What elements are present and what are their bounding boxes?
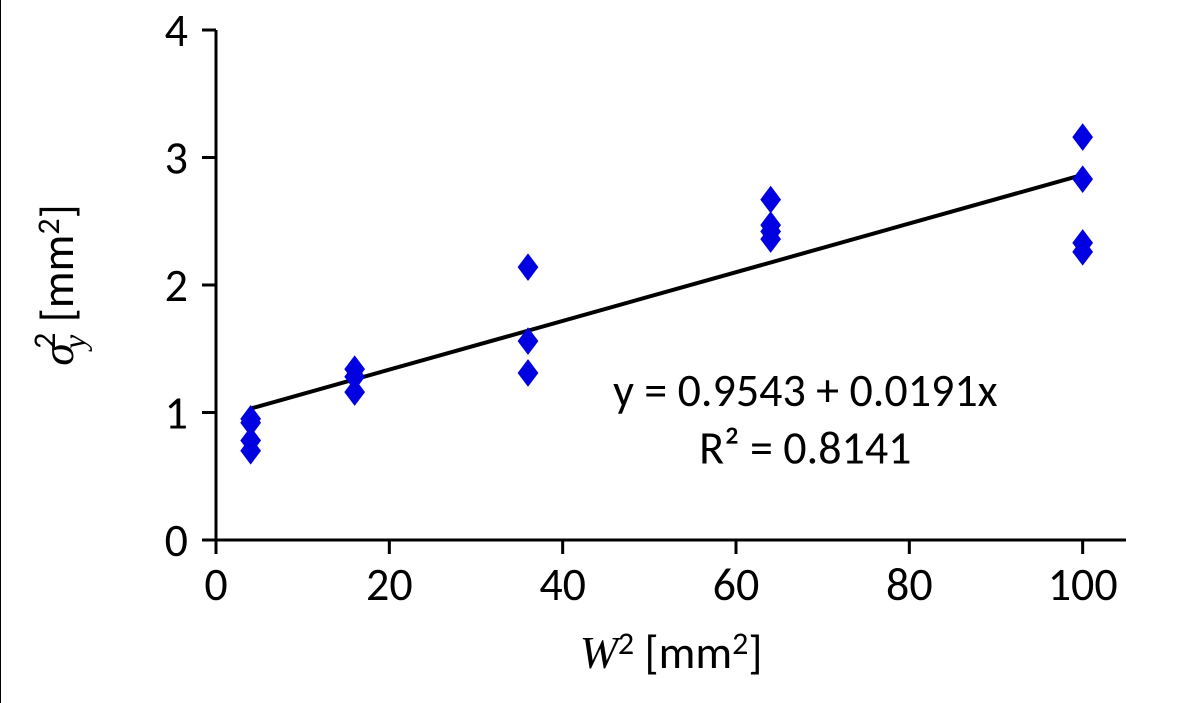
y-axis-title: σy2 [mm2] <box>25 204 92 365</box>
data-point <box>1073 166 1093 192</box>
data-point <box>1073 124 1093 150</box>
data-point <box>241 406 260 432</box>
chart-svg: 0 20 40 60 80 100 0 1 2 3 4 y = 0.9543 + 0.0191xR² … <box>1 0 1200 703</box>
scatter-chart: 0 20 40 60 80 100 0 1 2 3 4 y = 0.9543 + 0.0191xR² … <box>0 0 1200 703</box>
y-tick-label: 1 <box>165 386 188 442</box>
y-tick-label: 0 <box>165 513 188 569</box>
x-axis-title: W2 [mm2] <box>580 624 763 681</box>
fit-r2: R² = 0.8141 <box>699 421 911 477</box>
x-tick-label: 80 <box>886 557 933 613</box>
x-tick-label: 100 <box>1048 557 1118 613</box>
data-point <box>518 360 538 386</box>
x-tick-label: 60 <box>713 557 760 613</box>
data-point <box>518 254 538 280</box>
y-tick-label: 3 <box>165 131 188 187</box>
y-tick-label: 2 <box>165 258 188 314</box>
svg-text:σy2 [mm2]: σy2 [mm2] <box>25 204 92 365</box>
x-tick-label: 40 <box>539 557 586 613</box>
x-tick-label: 0 <box>204 557 227 613</box>
fit-equation: y = 0.9543 + 0.0191x <box>613 363 998 419</box>
y-tick-label: 4 <box>165 3 188 59</box>
data-point <box>761 187 781 213</box>
x-tick-label: 20 <box>366 557 413 613</box>
